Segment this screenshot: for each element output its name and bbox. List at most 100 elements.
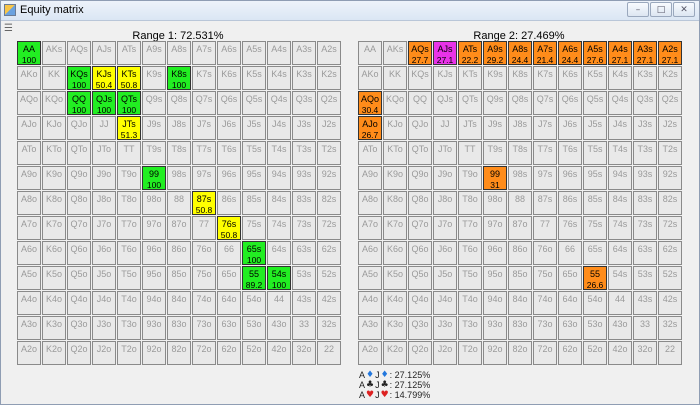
hand-cell-Q9s[interactable]: Q9s bbox=[483, 91, 507, 115]
hand-cell-72o[interactable]: 72o bbox=[533, 341, 557, 365]
hand-cell-74s[interactable]: 74s bbox=[608, 216, 632, 240]
hand-cell-53s[interactable]: 53s bbox=[292, 266, 316, 290]
hand-cell-T6s[interactable]: T6s bbox=[217, 141, 241, 165]
hand-cell-K9s[interactable]: K9s bbox=[483, 66, 507, 90]
hand-cell-Q2s[interactable]: Q2s bbox=[317, 91, 341, 115]
hand-cell-T4o[interactable]: T4o bbox=[458, 291, 482, 315]
hand-cell-54s[interactable]: 54s bbox=[608, 266, 632, 290]
hand-cell-T9o[interactable]: T9o bbox=[458, 166, 482, 190]
hand-cell-T8s[interactable]: T8s bbox=[167, 141, 191, 165]
hand-cell-43o[interactable]: 43o bbox=[267, 316, 291, 340]
hand-cell-T2s[interactable]: T2s bbox=[658, 141, 682, 165]
hand-cell-QTo[interactable]: QTo bbox=[67, 141, 91, 165]
hand-cell-73s[interactable]: 73s bbox=[633, 216, 657, 240]
hand-cell-QTs[interactable]: QTs 100 bbox=[117, 91, 141, 115]
hand-cell-J4s[interactable]: J4s bbox=[267, 116, 291, 140]
hand-cell-JTo[interactable]: JTo bbox=[92, 141, 116, 165]
hand-cell-65o[interactable]: 65o bbox=[217, 266, 241, 290]
hand-cell-K2s[interactable]: K2s bbox=[658, 66, 682, 90]
hand-cell-52s[interactable]: 52s bbox=[317, 266, 341, 290]
hand-cell-J5o[interactable]: J5o bbox=[92, 266, 116, 290]
hand-cell-J3s[interactable]: J3s bbox=[292, 116, 316, 140]
hand-cell-76o[interactable]: 76o bbox=[533, 241, 557, 265]
hand-cell-Q7s[interactable]: Q7s bbox=[533, 91, 557, 115]
hand-cell-87o[interactable]: 87o bbox=[508, 216, 532, 240]
hand-cell-A9s[interactable]: A9s 29.2 bbox=[483, 41, 507, 65]
hand-cell-T5o[interactable]: T5o bbox=[117, 266, 141, 290]
hand-cell-K2o[interactable]: K2o bbox=[42, 341, 66, 365]
hand-cell-J5s[interactable]: J5s bbox=[242, 116, 266, 140]
hand-cell-63o[interactable]: 63o bbox=[558, 316, 582, 340]
hand-cell-K3o[interactable]: K3o bbox=[383, 316, 407, 340]
hand-cell-K2s[interactable]: K2s bbox=[317, 66, 341, 90]
hand-cell-92o[interactable]: 92o bbox=[483, 341, 507, 365]
hand-cell-J9o[interactable]: J9o bbox=[92, 166, 116, 190]
hand-cell-Q7o[interactable]: Q7o bbox=[67, 216, 91, 240]
hand-cell-Q6o[interactable]: Q6o bbox=[67, 241, 91, 265]
hand-cell-J8o[interactable]: J8o bbox=[433, 191, 457, 215]
hand-cell-65s[interactable]: 65s 100 bbox=[242, 241, 266, 265]
hand-cell-85o[interactable]: 85o bbox=[508, 266, 532, 290]
hand-cell-K6o[interactable]: K6o bbox=[42, 241, 66, 265]
hand-cell-64o[interactable]: 64o bbox=[558, 291, 582, 315]
hand-cell-62o[interactable]: 62o bbox=[558, 341, 582, 365]
hand-cell-95o[interactable]: 95o bbox=[142, 266, 166, 290]
menu-icon[interactable]: ☰ bbox=[4, 23, 13, 34]
hand-cell-83s[interactable]: 83s bbox=[292, 191, 316, 215]
hand-cell-96o[interactable]: 96o bbox=[142, 241, 166, 265]
hand-cell-A7s[interactable]: A7s bbox=[192, 41, 216, 65]
hand-cell-33[interactable]: 33 bbox=[292, 316, 316, 340]
hand-cell-76s[interactable]: 76s bbox=[558, 216, 582, 240]
hand-cell-T4o[interactable]: T4o bbox=[117, 291, 141, 315]
hand-cell-75o[interactable]: 75o bbox=[192, 266, 216, 290]
hand-cell-64o[interactable]: 64o bbox=[217, 291, 241, 315]
hand-cell-T2o[interactable]: T2o bbox=[458, 341, 482, 365]
hand-cell-J4o[interactable]: J4o bbox=[92, 291, 116, 315]
hand-cell-76o[interactable]: 76o bbox=[192, 241, 216, 265]
hand-cell-QTs[interactable]: QTs bbox=[458, 91, 482, 115]
hand-cell-K5s[interactable]: K5s bbox=[242, 66, 266, 90]
hand-cell-22[interactable]: 22 bbox=[317, 341, 341, 365]
hand-cell-Q2o[interactable]: Q2o bbox=[67, 341, 91, 365]
hand-cell-K4s[interactable]: K4s bbox=[608, 66, 632, 90]
hand-cell-83s[interactable]: 83s bbox=[633, 191, 657, 215]
hand-cell-75s[interactable]: 75s bbox=[583, 216, 607, 240]
hand-cell-K7s[interactable]: K7s bbox=[192, 66, 216, 90]
hand-cell-96s[interactable]: 96s bbox=[217, 166, 241, 190]
hand-cell-QQ[interactable]: QQ bbox=[408, 91, 432, 115]
hand-cell-86s[interactable]: 86s bbox=[558, 191, 582, 215]
hand-cell-A5s[interactable]: A5s 27.6 bbox=[583, 41, 607, 65]
hand-cell-52o[interactable]: 52o bbox=[583, 341, 607, 365]
hand-cell-43s[interactable]: 43s bbox=[292, 291, 316, 315]
hand-cell-Q9s[interactable]: Q9s bbox=[142, 91, 166, 115]
hand-cell-A6o[interactable]: A6o bbox=[358, 241, 382, 265]
hand-cell-JJ[interactable]: JJ bbox=[92, 116, 116, 140]
hand-cell-T8s[interactable]: T8s bbox=[508, 141, 532, 165]
hand-cell-Q6s[interactable]: Q6s bbox=[558, 91, 582, 115]
hand-cell-52s[interactable]: 52s bbox=[658, 266, 682, 290]
hand-cell-97o[interactable]: 97o bbox=[483, 216, 507, 240]
hand-cell-J6s[interactable]: J6s bbox=[217, 116, 241, 140]
hand-cell-AA[interactable]: AA bbox=[358, 41, 382, 65]
hand-cell-J7s[interactable]: J7s bbox=[533, 116, 557, 140]
hand-cell-J5o[interactable]: J5o bbox=[433, 266, 457, 290]
hand-cell-T8o[interactable]: T8o bbox=[117, 191, 141, 215]
hand-cell-J6o[interactable]: J6o bbox=[433, 241, 457, 265]
hand-cell-A9o[interactable]: A9o bbox=[17, 166, 41, 190]
hand-cell-QJo[interactable]: QJo bbox=[67, 116, 91, 140]
hand-cell-77[interactable]: 77 bbox=[192, 216, 216, 240]
hand-cell-K8s[interactable]: K8s 100 bbox=[167, 66, 191, 90]
hand-cell-AQo[interactable]: AQo bbox=[17, 91, 41, 115]
hand-cell-T3o[interactable]: T3o bbox=[117, 316, 141, 340]
hand-cell-KTo[interactable]: KTo bbox=[42, 141, 66, 165]
hand-cell-74o[interactable]: 74o bbox=[192, 291, 216, 315]
hand-cell-92s[interactable]: 92s bbox=[658, 166, 682, 190]
hand-cell-AKo[interactable]: AKo bbox=[358, 66, 382, 90]
hand-cell-97s[interactable]: 97s bbox=[533, 166, 557, 190]
hand-cell-76s[interactable]: 76s 50.8 bbox=[217, 216, 241, 240]
hand-cell-42s[interactable]: 42s bbox=[658, 291, 682, 315]
hand-cell-98o[interactable]: 98o bbox=[483, 191, 507, 215]
hand-cell-T7o[interactable]: T7o bbox=[117, 216, 141, 240]
hand-cell-QQ[interactable]: QQ 100 bbox=[67, 91, 91, 115]
hand-cell-96o[interactable]: 96o bbox=[483, 241, 507, 265]
